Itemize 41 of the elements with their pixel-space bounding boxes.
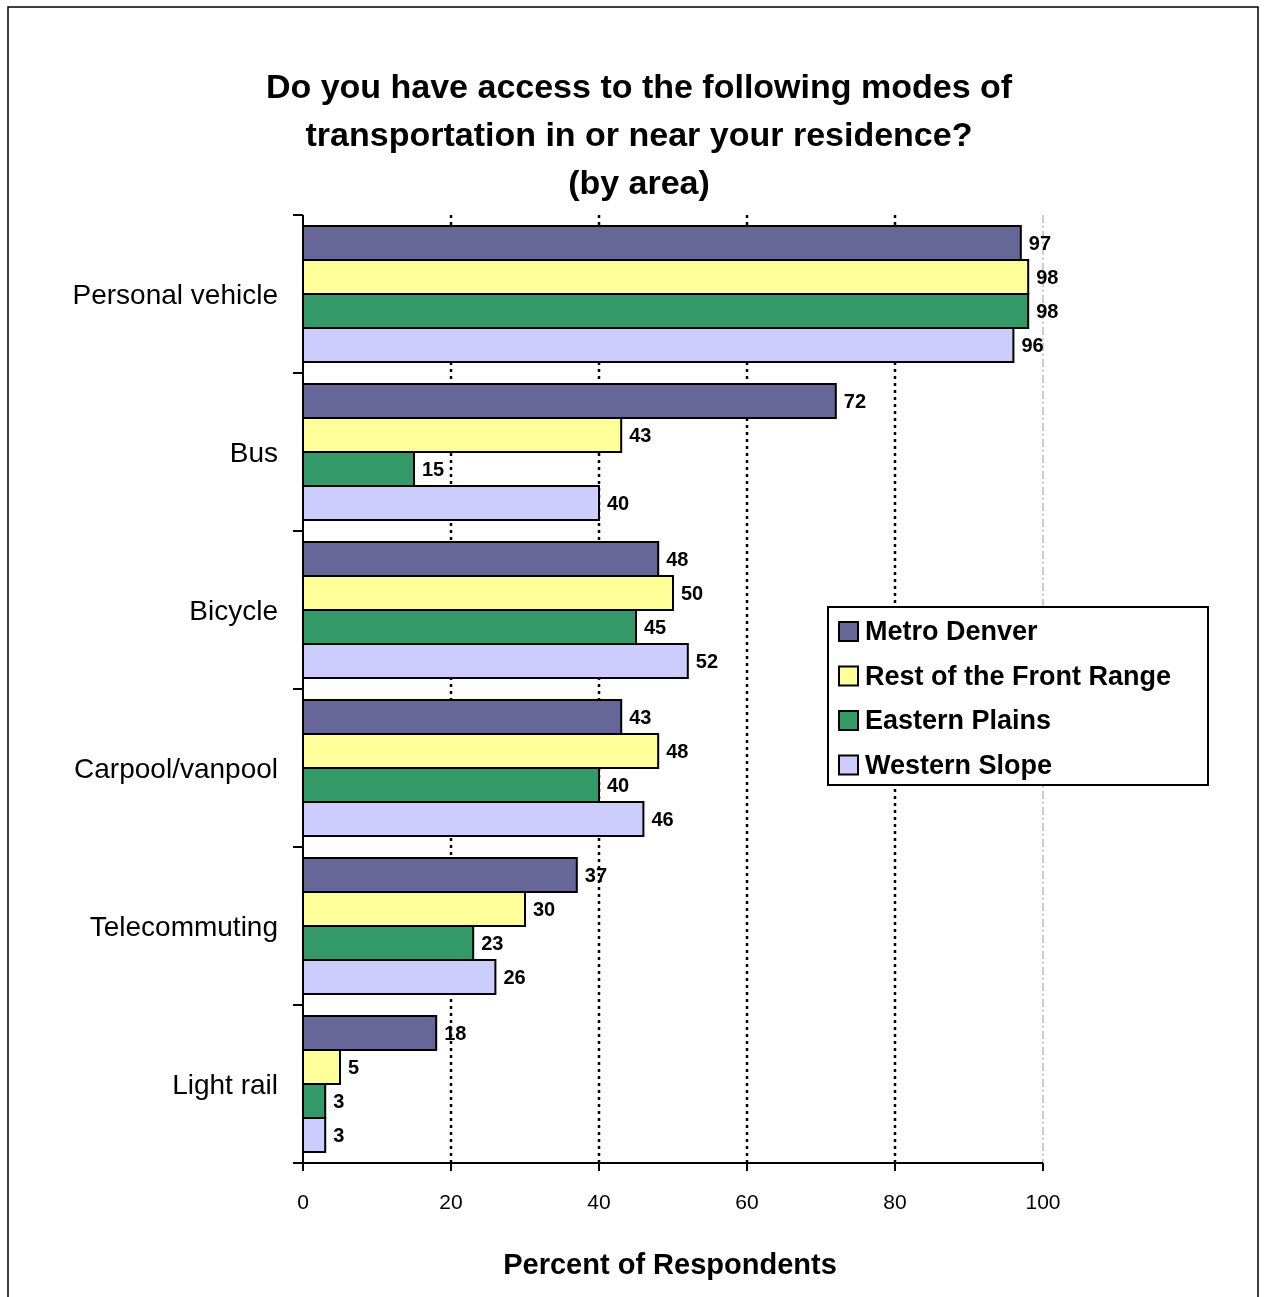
data-label: 45: [644, 616, 667, 638]
data-label: 15: [422, 458, 445, 480]
data-label: 52: [695, 650, 719, 672]
data-label: 98: [1036, 266, 1059, 288]
x-tick-label: 80: [883, 1190, 907, 1213]
data-label: 40: [607, 774, 630, 796]
legend-label: Rest of the Front Range: [865, 660, 1172, 691]
y-tick-label: Carpool/vanpool: [74, 753, 278, 784]
x-tick-label: 0: [297, 1190, 309, 1213]
x-tick-label: 100: [1025, 1190, 1061, 1213]
chart-title: Do you have access to the following modes of transportation in or near your residence? (by area): [265, 67, 1013, 201]
y-tick-label: Telecommuting: [89, 911, 278, 942]
data-label: 40: [607, 492, 630, 514]
data-label: 3: [333, 1124, 345, 1146]
data-label: 3: [333, 1090, 345, 1112]
data-label: 30: [533, 898, 556, 920]
data-label: 72: [843, 390, 867, 412]
legend-label: Western Slope: [865, 749, 1053, 780]
data-label: 5: [348, 1056, 360, 1078]
data-label: 46: [651, 808, 674, 830]
legend-label: Eastern Plains: [865, 705, 1052, 735]
data-label: 23: [481, 932, 504, 954]
data-label: 43: [629, 424, 652, 446]
data-label: 50: [681, 582, 704, 604]
data-label: 26: [503, 966, 526, 988]
y-tick-label: Light rail: [172, 1069, 278, 1100]
data-label: 96: [1021, 334, 1044, 356]
data-label: 48: [666, 548, 689, 570]
data-label: 48: [666, 740, 689, 762]
x-tick-label: 60: [735, 1190, 759, 1213]
y-tick-label: Bicycle: [189, 595, 278, 626]
x-tick-label: 40: [587, 1190, 611, 1213]
legend-label: Metro Denver: [865, 616, 1039, 646]
data-label: 37: [584, 864, 608, 886]
x-tick-label: 20: [439, 1190, 463, 1213]
y-tick-label: Personal vehicle: [72, 279, 278, 310]
y-tick-label: Bus: [229, 437, 278, 468]
x-axis-title: Percent of Respondents: [503, 1248, 837, 1280]
data-label: 97: [1028, 232, 1052, 254]
data-label: 98: [1036, 300, 1059, 322]
data-label: 43: [629, 706, 652, 728]
